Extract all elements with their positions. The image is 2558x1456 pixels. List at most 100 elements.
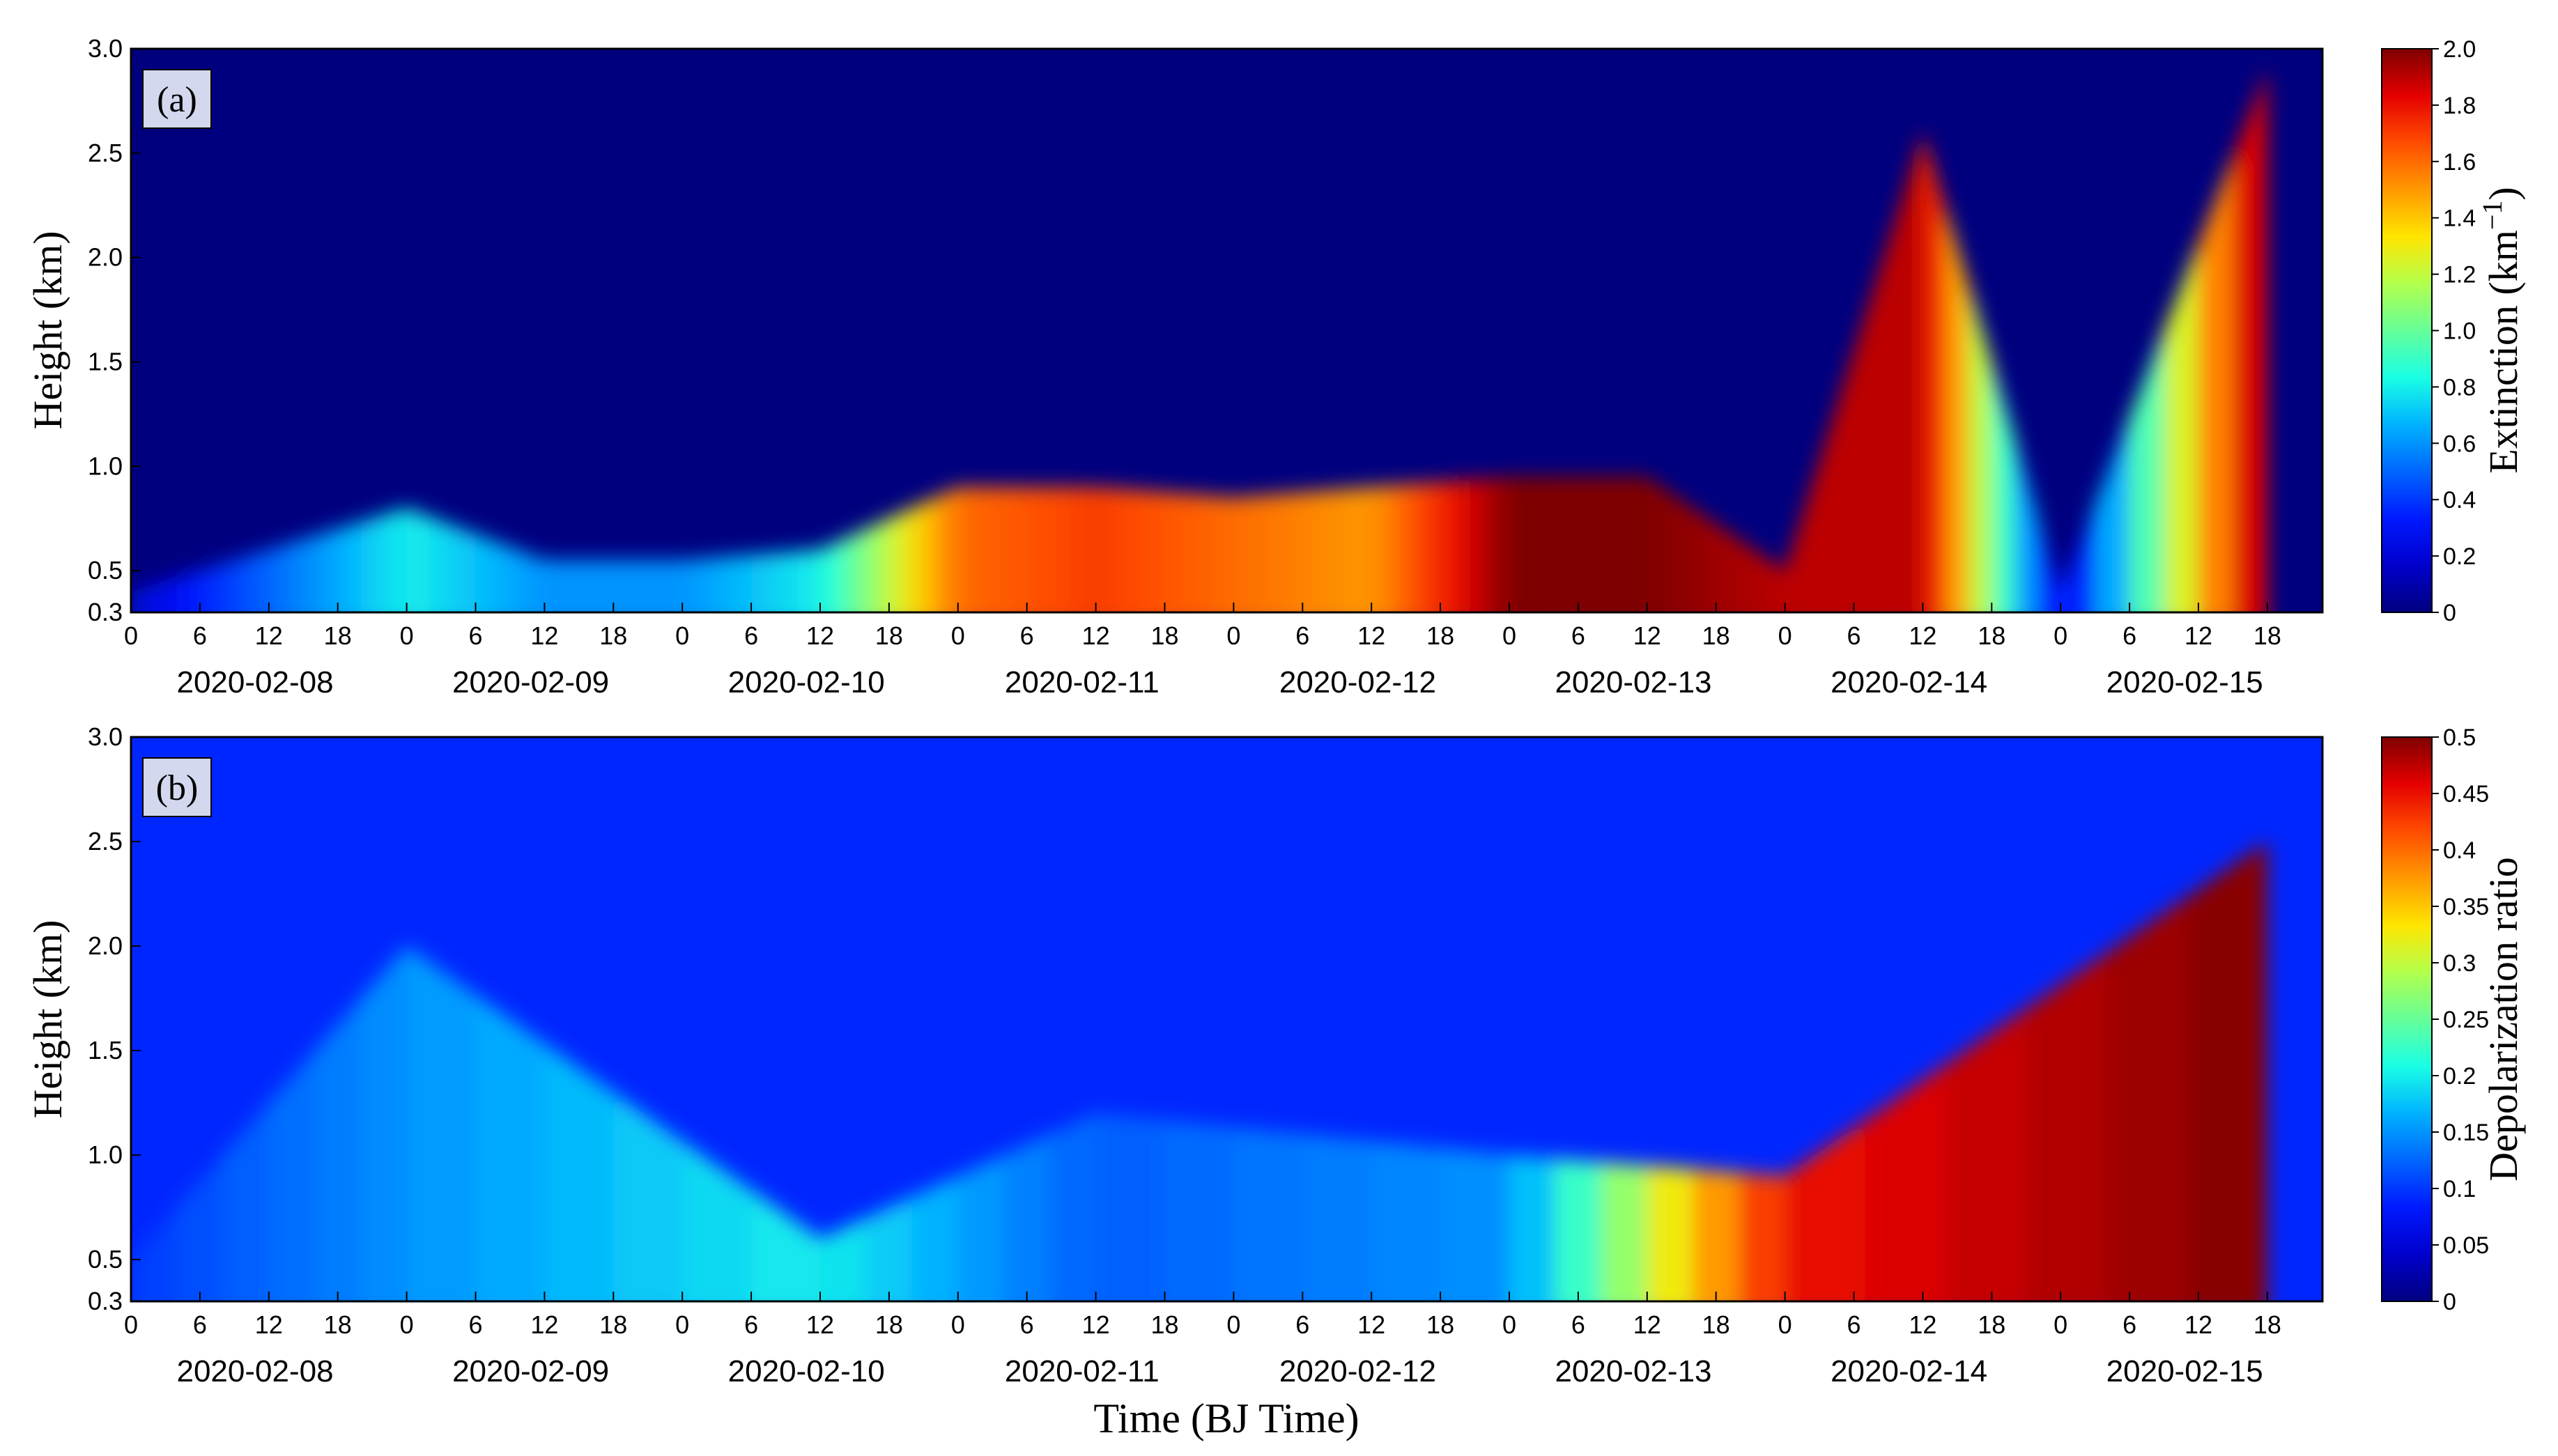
heatmap-cell [222,557,246,612]
heatmap-cell [2106,897,2187,1301]
heatmap-cell [1923,132,1946,612]
heatmap-cell [1762,555,1785,612]
panel-label-a: (a) [157,80,197,120]
heatmap-cell [774,551,798,612]
heatmap-cell [1486,477,1509,612]
heatmap-cell [1509,1155,1555,1301]
heatmap-cell [291,536,315,612]
colorbar-tick-label: 1.8 [2443,93,2476,119]
heatmap-cell [131,584,154,612]
x-date-label: 2020-02-13 [1555,665,1711,699]
heatmap-cell [1509,477,1532,612]
heatmap-cell [957,1155,1004,1301]
x-axis-label: Time (BJ Time) [1093,1395,1359,1441]
heatmap-cell [1946,208,1969,612]
x-tick-label: 12 [255,1310,283,1339]
heatmap-cell [452,525,476,612]
x-tick-label: 12 [806,1310,834,1339]
colorbar-ticks-a: 0 0.2 0.4 0.6 0.8 1.0 1.2 1.4 1.6 1.8 2.0 [2432,36,2476,626]
heatmap-cell [360,946,407,1301]
x-tick-label: 0 [675,1310,689,1339]
y-tick-label: 1.0 [88,1140,123,1169]
heatmap-cell [865,1197,912,1301]
heatmap-cell [268,543,292,612]
heatmap-cell [176,571,200,612]
y-tick-label: 0.3 [88,598,123,626]
heatmap-cell [406,508,430,612]
heatmap-cell [1187,494,1211,612]
heatmap-cell [728,555,752,612]
heatmap-cell [199,564,223,612]
x-tick-label: 6 [1847,1310,1860,1339]
y-tick-label: 1.5 [88,347,123,375]
plot-frame-b [130,736,2324,1303]
panel-label-box-a [142,69,212,129]
x-tick-label: 6 [1295,621,1309,650]
x-tick-label: 12 [1633,1310,1661,1339]
panel-label-box-b [142,757,212,817]
x-tick-label: 18 [1702,1310,1730,1339]
heatmap-layers-a [131,69,2267,612]
heatmap-cell [1555,1159,1601,1301]
heatmap-cell [2026,953,2107,1301]
y-tick-label: 1.0 [88,451,123,480]
heatmap-cell [429,516,453,612]
heatmap-cell [819,539,843,612]
heatmap-cell [1440,480,1464,612]
heatmap-a [131,69,2267,612]
x-tick-label: 18 [2253,1310,2281,1339]
x-date-label: 2020-02-13 [1555,1354,1711,1388]
heatmap-cell [314,998,361,1301]
y-tick-label: 3.0 [88,34,123,63]
x-tick-label: 12 [1633,621,1661,650]
x-tick-label: 12 [2185,1310,2212,1339]
x-tick-label: 0 [1226,1310,1240,1339]
heatmap-cell [153,578,177,612]
x-date-label: 2020-02-09 [452,665,609,699]
heatmap-cell [1831,351,1854,612]
heatmap-cell [705,557,729,612]
heatmap-cell [498,543,522,612]
colorbar-tick-label: 0.3 [2443,950,2476,977]
heatmap-cell [613,560,637,612]
x-tick-label: 12 [2185,621,2212,650]
y-tick-label: 0.3 [88,1287,123,1315]
x-tick-label: 12 [1357,621,1385,650]
x-tick-label: 18 [875,621,903,650]
heatmap-cell [1865,1064,1946,1301]
heatmap-cell [360,515,384,612]
x-tick-label: 0 [2054,1310,2067,1339]
heatmap-cell [1716,523,1739,612]
x-date-label: 2020-02-10 [728,665,885,699]
colorbar-tick-label: 0.05 [2443,1232,2489,1259]
x-tick-label: 6 [2122,1310,2136,1339]
heatmap-cell [1463,478,1487,612]
x-tick-label: 18 [1150,621,1178,650]
x-tick-label: 0 [1502,1310,1516,1339]
panel-a: 0.3 0.5 1.0 1.5 2.0 2.5 3.0 0 6 12 18 0 6 12 18 0 6 12 18… [25,34,2526,699]
x-tick-label: 0 [2054,621,2067,650]
x-date-label: 2020-02-11 [1005,1354,1159,1388]
x-tick-label: 0 [400,1310,414,1339]
x-tick-label: 18 [1978,621,2005,650]
heatmap-cell [1371,1141,1441,1301]
heatmap-cell [2014,438,2038,612]
heatmap-cell [176,1155,223,1301]
x-tick-label: 12 [1357,1310,1385,1339]
x-date-label: 2020-02-15 [2106,665,2263,699]
heatmap-cell [131,1207,177,1301]
heatmap-cell [911,1176,958,1301]
heatmap-cell [314,529,338,612]
x-tick-label: 6 [468,1310,482,1339]
heatmap-cell [1118,488,1142,612]
x-tick-label: 0 [1778,621,1792,650]
heatmap-cell [1049,1113,1096,1301]
colorbar-tick-label: 0.4 [2443,837,2476,864]
heatmap-layers-b [131,842,2267,1301]
x-tick-label: 12 [1909,1310,1936,1339]
y-tick-label: 2.5 [88,827,123,855]
heatmap-cell [865,518,889,612]
heatmap-cell [1739,1172,1785,1301]
heatmap-cell [1440,1148,1509,1301]
heatmap-cell [1647,1165,1693,1301]
